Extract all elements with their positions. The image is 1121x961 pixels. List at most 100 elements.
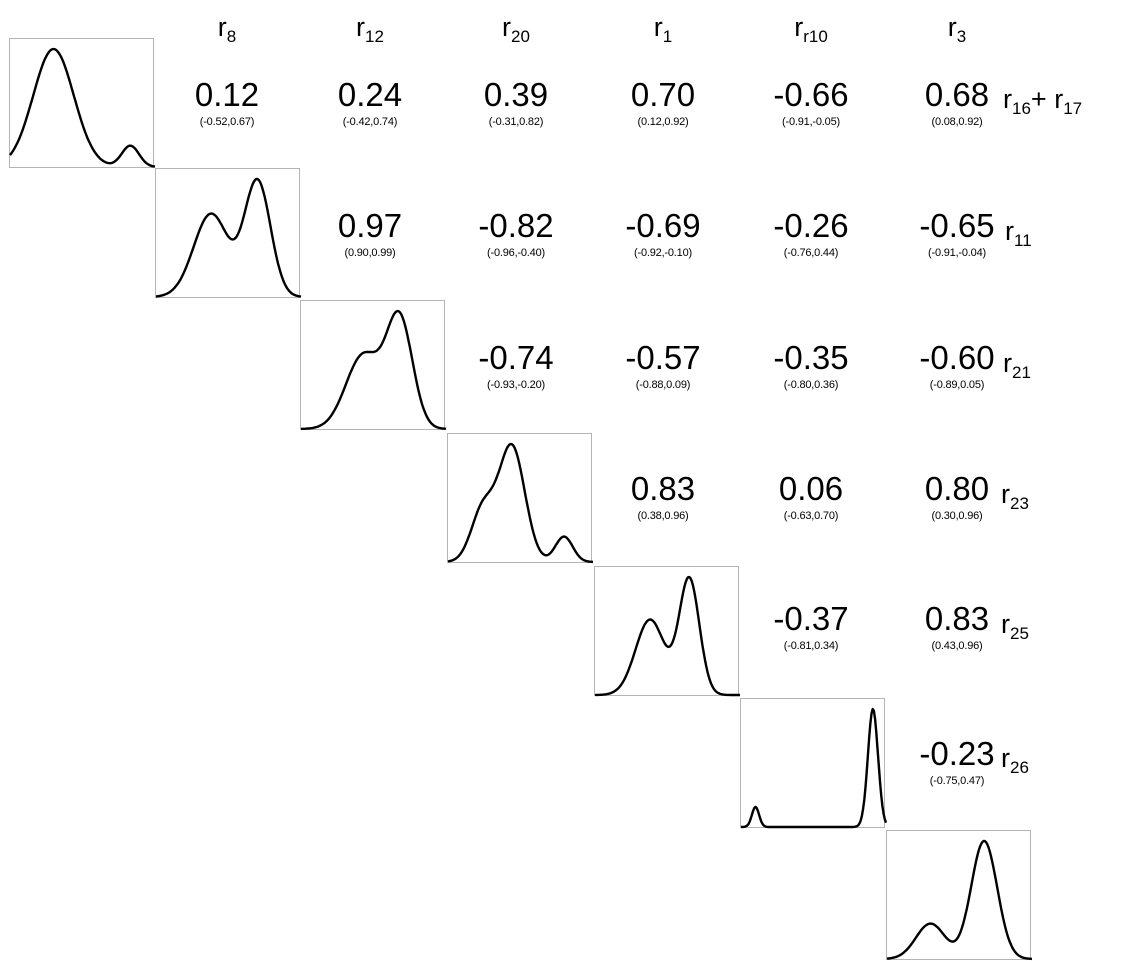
density-svg <box>447 442 594 564</box>
correlation-value: 0.83 <box>924 600 990 637</box>
correlation-cell: 0.97 (0.90,0.99) <box>338 209 402 259</box>
density-svg <box>300 309 447 431</box>
density-plot <box>447 433 594 564</box>
correlation-cell: 0.68 (0.08,0.92) <box>925 78 989 128</box>
confidence-interval: (0.90,0.99) <box>344 247 396 259</box>
correlation-cell: 0.70 (0.12,0.92) <box>631 78 695 128</box>
correlation-value: -0.66 <box>773 76 849 113</box>
confidence-interval: (0.12,0.92) <box>637 116 689 128</box>
confidence-interval: (-0.91,-0.05) <box>782 116 840 128</box>
row-label: r21 <box>1003 348 1031 382</box>
column-label: r8 <box>218 14 236 46</box>
row-label-subscript: 16 <box>1012 99 1031 118</box>
density-svg <box>741 707 888 829</box>
row-label-subscript: 26 <box>1010 758 1029 777</box>
confidence-interval: (-0.76,0.44) <box>783 247 839 259</box>
density-svg <box>155 177 302 298</box>
correlation-cell: -0.74 (-0.93,-0.20) <box>478 341 553 391</box>
correlation-value: 0.12 <box>194 76 260 113</box>
correlation-value: -0.57 <box>625 339 701 376</box>
row-label: r11 <box>1005 216 1032 250</box>
correlation-cell: -0.57 (-0.88,0.09) <box>625 341 700 391</box>
correlation-cell: -0.37 (-0.81,0.34) <box>773 602 848 652</box>
confidence-interval: (-0.93,-0.20) <box>487 379 545 391</box>
density-plot <box>155 168 302 298</box>
row-label-subscript: 23 <box>1010 494 1029 513</box>
correlation-value: -0.82 <box>478 207 554 244</box>
correlation-cell: 0.12 (-0.52,0.67) <box>195 78 259 128</box>
confidence-interval: (0.38,0.96) <box>637 510 689 522</box>
confidence-interval: (-0.31,0.82) <box>488 116 544 128</box>
correlation-cell: 0.39 (-0.31,0.82) <box>484 78 548 128</box>
row-label-base: r <box>1005 216 1014 246</box>
density-curve <box>300 309 447 431</box>
column-label-base: r <box>947 12 957 42</box>
confidence-interval: (-0.42,0.74) <box>342 116 398 128</box>
correlation-value: -0.69 <box>625 207 701 244</box>
column-label-base: r <box>356 12 366 42</box>
confidence-interval: (0.08,0.92) <box>931 116 983 128</box>
column-label-base: r <box>653 12 663 42</box>
row-label-base: + r <box>1030 84 1064 114</box>
confidence-interval: (-0.52,0.67) <box>199 116 255 128</box>
density-curve <box>9 47 156 168</box>
column-label: r20 <box>502 14 530 46</box>
correlation-value: -0.65 <box>919 207 995 244</box>
confidence-interval: (-0.88,0.09) <box>635 379 691 391</box>
confidence-interval: (0.30,0.96) <box>931 510 983 522</box>
row-label: r26 <box>1001 743 1029 777</box>
row-label-base: r <box>1001 743 1010 773</box>
correlation-value: 0.70 <box>630 76 696 113</box>
density-svg <box>595 575 740 697</box>
confidence-interval: (-0.63,0.70) <box>783 510 839 522</box>
correlation-value: 0.06 <box>778 470 844 507</box>
correlation-cell: -0.23 (-0.75,0.47) <box>919 737 994 787</box>
correlation-cell: -0.82 (-0.96,-0.40) <box>478 209 553 259</box>
column-label: rr10 <box>794 12 828 46</box>
confidence-interval: (-0.92,-0.10) <box>634 247 692 259</box>
correlation-cell: 0.83 (0.43,0.96) <box>925 602 989 652</box>
row-label: r25 <box>1001 609 1029 643</box>
correlation-cell: 0.06 (-0.63,0.70) <box>779 472 843 522</box>
density-curve <box>741 707 888 829</box>
confidence-interval: (0.43,0.96) <box>931 640 983 652</box>
confidence-interval: (-0.89,0.05) <box>929 379 985 391</box>
density-svg <box>886 839 1033 961</box>
correlation-cell: 0.80 (0.30,0.96) <box>925 472 989 522</box>
correlation-cell: -0.65 (-0.91,-0.04) <box>919 209 994 259</box>
column-label-base: r <box>794 12 804 42</box>
density-plot <box>594 566 740 697</box>
row-label-base: r <box>1003 348 1012 378</box>
column-label-subscript: 20 <box>511 27 530 46</box>
density-curve <box>595 575 740 697</box>
row-label-subscript: 17 <box>1063 99 1083 118</box>
row-label-base: r <box>1001 479 1010 509</box>
correlation-value: -0.23 <box>919 735 995 772</box>
column-label-subscript: r10 <box>803 27 828 46</box>
density-curve <box>447 442 594 564</box>
correlation-value: 0.24 <box>337 76 403 113</box>
correlation-cell: -0.69 (-0.92,-0.10) <box>625 209 700 259</box>
confidence-interval: (-0.91,-0.04) <box>928 247 986 259</box>
correlation-value: 0.83 <box>630 470 696 507</box>
correlation-value: 0.80 <box>924 470 990 507</box>
row-label-subscript: 11 <box>1014 231 1032 250</box>
column-label-subscript: 3 <box>956 27 967 46</box>
correlation-value: -0.37 <box>773 600 849 637</box>
correlation-value: -0.26 <box>773 207 849 244</box>
row-label-base: r <box>1001 609 1010 639</box>
column-label: r1 <box>653 12 672 46</box>
correlation-cell: -0.26 (-0.76,0.44) <box>773 209 848 259</box>
correlation-value: 0.68 <box>924 76 990 113</box>
density-curve <box>886 839 1033 961</box>
density-plot <box>300 300 447 431</box>
density-curve <box>155 177 302 298</box>
confidence-interval: (-0.75,0.47) <box>929 775 985 787</box>
row-label-subscript: 25 <box>1010 624 1029 643</box>
correlation-cell: -0.66 (-0.91,-0.05) <box>773 78 848 128</box>
correlation-value: 0.97 <box>337 207 403 244</box>
correlation-cell: 0.83 (0.38,0.96) <box>631 472 695 522</box>
correlation-value: -0.74 <box>478 339 554 376</box>
correlation-value: -0.35 <box>773 339 849 376</box>
